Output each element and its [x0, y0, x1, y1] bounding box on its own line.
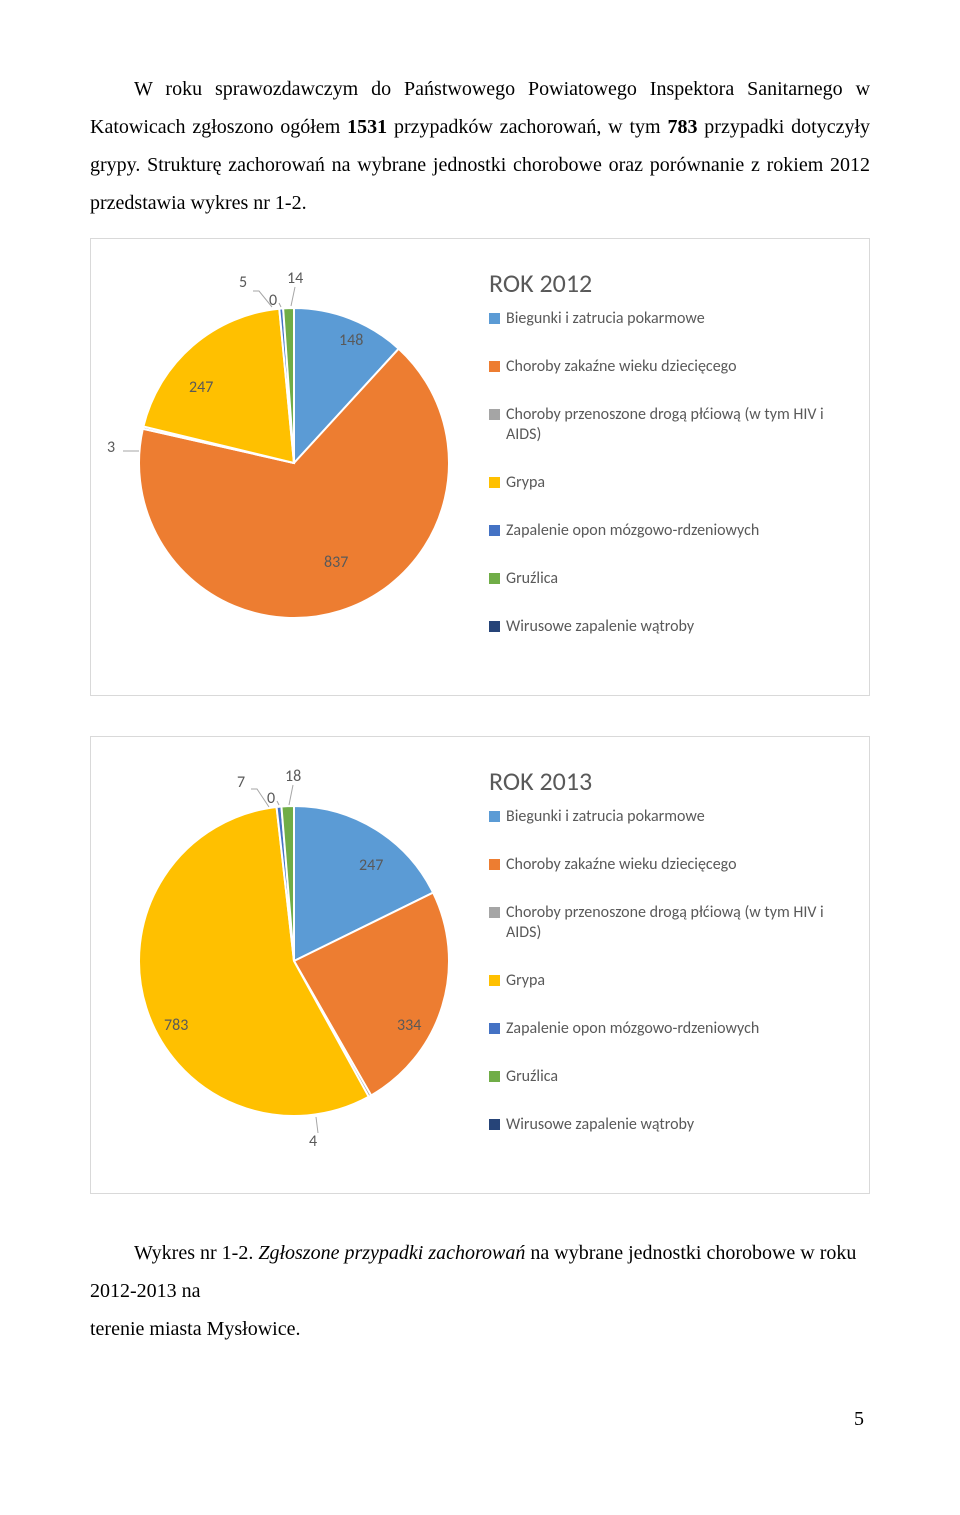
legend-2012: ROK 2012 Biegunki i zatrucia pokarmowe Ch… — [479, 263, 851, 665]
chart-2012: 148 837 3 247 5 14 0 ROK 2012 Biegunki i zatru… — [90, 238, 870, 696]
legend-item: Choroby przenoszone drogą płćiową (w tym… — [489, 903, 851, 943]
bold-count: 783 — [667, 116, 697, 138]
legend-item: Choroby zakaźne wieku dziecięcego — [489, 357, 851, 377]
chart-title: ROK 2013 — [489, 765, 851, 797]
text: przypadków zachorowań, w tym — [387, 116, 667, 138]
legend-swatch — [489, 621, 500, 632]
figure-caption: Wykres nr 1-2. Zgłoszone przypadki zacho… — [90, 1234, 870, 1348]
legend-swatch — [489, 811, 500, 822]
legend-label: Choroby zakaźne wieku dziecięcego — [506, 855, 737, 875]
legend-swatch — [489, 313, 500, 324]
legend-label: Choroby przenoszone drogą płćiową (w tym… — [506, 903, 851, 943]
legend-item: Wirusowe zapalenie wątroby — [489, 1115, 851, 1135]
pie-data-label: 0 — [269, 291, 277, 310]
pie-data-label: 334 — [397, 1016, 421, 1035]
pie-data-label: 0 — [267, 789, 275, 808]
text: przypadki — [697, 116, 784, 138]
legend-label: Zapalenie opon mózgowo-rdzeniowych — [506, 1019, 759, 1039]
legend-item: Wirusowe zapalenie wątroby — [489, 617, 851, 637]
legend-item: Gruźlica — [489, 569, 851, 589]
pie-data-label: 18 — [285, 767, 301, 786]
legend-label: Wirusowe zapalenie wątroby — [506, 617, 694, 637]
legend-item: Grypa — [489, 971, 851, 991]
legend-label: Biegunki i zatrucia pokarmowe — [506, 807, 705, 827]
legend-swatch — [489, 477, 500, 488]
legend-swatch — [489, 361, 500, 372]
legend-swatch — [489, 1023, 500, 1034]
legend-swatch — [489, 525, 500, 536]
pie-data-label: 148 — [339, 331, 363, 350]
legend-item: Grypa — [489, 473, 851, 493]
intro-paragraph: W roku sprawozdawczym do Państwowego Pow… — [90, 70, 870, 222]
pie-data-label: 14 — [287, 269, 303, 288]
legend-item: Zapalenie opon mózgowo-rdzeniowych — [489, 1019, 851, 1039]
pie-data-label: 7 — [237, 773, 245, 792]
pie-2012: 148 837 3 247 5 14 0 — [109, 263, 479, 633]
pie-data-label: 5 — [239, 273, 247, 292]
legend-swatch — [489, 975, 500, 986]
legend-swatch — [489, 907, 500, 918]
legend-item: Choroby przenoszone drogą płćiową (w tym… — [489, 405, 851, 445]
page: W roku sprawozdawczym do Państwowego Pow… — [0, 0, 960, 1461]
legend-label: Wirusowe zapalenie wątroby — [506, 1115, 694, 1135]
legend-label: Choroby przenoszone drogą płćiową (w tym… — [506, 405, 851, 445]
pie-data-label: 783 — [164, 1016, 188, 1035]
chart-title: ROK 2012 — [489, 267, 851, 299]
legend-swatch — [489, 1071, 500, 1082]
legend-item: Gruźlica — [489, 1067, 851, 1087]
bold-count: 1531 — [347, 116, 387, 138]
caption-text: terenie miasta Mysłowic — [90, 1318, 287, 1340]
legend-2013: ROK 2013 Biegunki i zatrucia pokarmowe Ch… — [479, 761, 851, 1163]
pie-data-label: 247 — [189, 378, 213, 397]
caption-text: e. — [287, 1318, 301, 1340]
legend-label: Grypa — [506, 473, 545, 493]
caption-prefix: Wykres nr 1-2. — [134, 1242, 258, 1264]
legend-swatch — [489, 409, 500, 420]
legend-label: Gruźlica — [506, 569, 558, 589]
legend-item: Zapalenie opon mózgowo-rdzeniowych — [489, 521, 851, 541]
pie-2013: 24733447837180 — [109, 761, 479, 1131]
legend-label: Grypa — [506, 971, 545, 991]
legend-item: Biegunki i zatrucia pokarmowe — [489, 309, 851, 329]
legend-label: Gruźlica — [506, 1067, 558, 1087]
legend-swatch — [489, 1119, 500, 1130]
text: W roku sprawozdawczym do Państwowego Pow… — [134, 78, 843, 100]
chart-2013: 247 334 4 783 7 18 0 ROK 2013 Biegunki i zatru… — [90, 736, 870, 1194]
legend-label: Zapalenie opon mózgowo-rdzeniowych — [506, 521, 759, 541]
legend-item: Biegunki i zatrucia pokarmowe — [489, 807, 851, 827]
pie-data-label: 4 — [309, 1132, 317, 1151]
pie-data-label: 3 — [107, 438, 115, 457]
legend-swatch — [489, 573, 500, 584]
legend-item: Choroby zakaźne wieku dziecięcego — [489, 855, 851, 875]
pie-data-label: 837 — [324, 553, 348, 572]
caption-italic: Zgłoszone przypadki zachorowań — [258, 1242, 525, 1264]
legend-label: Choroby zakaźne wieku dziecięcego — [506, 357, 737, 377]
page-number: 5 — [90, 1368, 870, 1431]
legend-swatch — [489, 859, 500, 870]
pie-data-label: 247 — [359, 856, 383, 875]
legend-label: Biegunki i zatrucia pokarmowe — [506, 309, 705, 329]
